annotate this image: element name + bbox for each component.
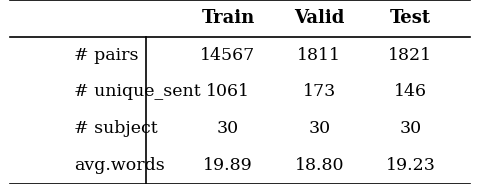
Text: Train: Train bbox=[202, 9, 254, 27]
Text: 19.23: 19.23 bbox=[385, 157, 435, 174]
Text: Test: Test bbox=[390, 9, 431, 27]
Text: avg.words: avg.words bbox=[74, 157, 165, 174]
Text: 18.80: 18.80 bbox=[294, 157, 344, 174]
Text: Valid: Valid bbox=[294, 9, 344, 27]
Text: 19.89: 19.89 bbox=[203, 157, 253, 174]
Text: # unique_sent: # unique_sent bbox=[74, 84, 201, 100]
Text: # pairs: # pairs bbox=[74, 47, 139, 64]
Text: 1061: 1061 bbox=[206, 84, 250, 100]
Text: 30: 30 bbox=[308, 120, 330, 137]
Text: 14567: 14567 bbox=[200, 47, 256, 64]
Text: # subject: # subject bbox=[74, 120, 158, 137]
Text: 1811: 1811 bbox=[297, 47, 341, 64]
Text: 30: 30 bbox=[217, 120, 239, 137]
Text: 173: 173 bbox=[302, 84, 336, 100]
Text: 146: 146 bbox=[394, 84, 427, 100]
Text: 1821: 1821 bbox=[388, 47, 432, 64]
Text: 30: 30 bbox=[399, 120, 421, 137]
